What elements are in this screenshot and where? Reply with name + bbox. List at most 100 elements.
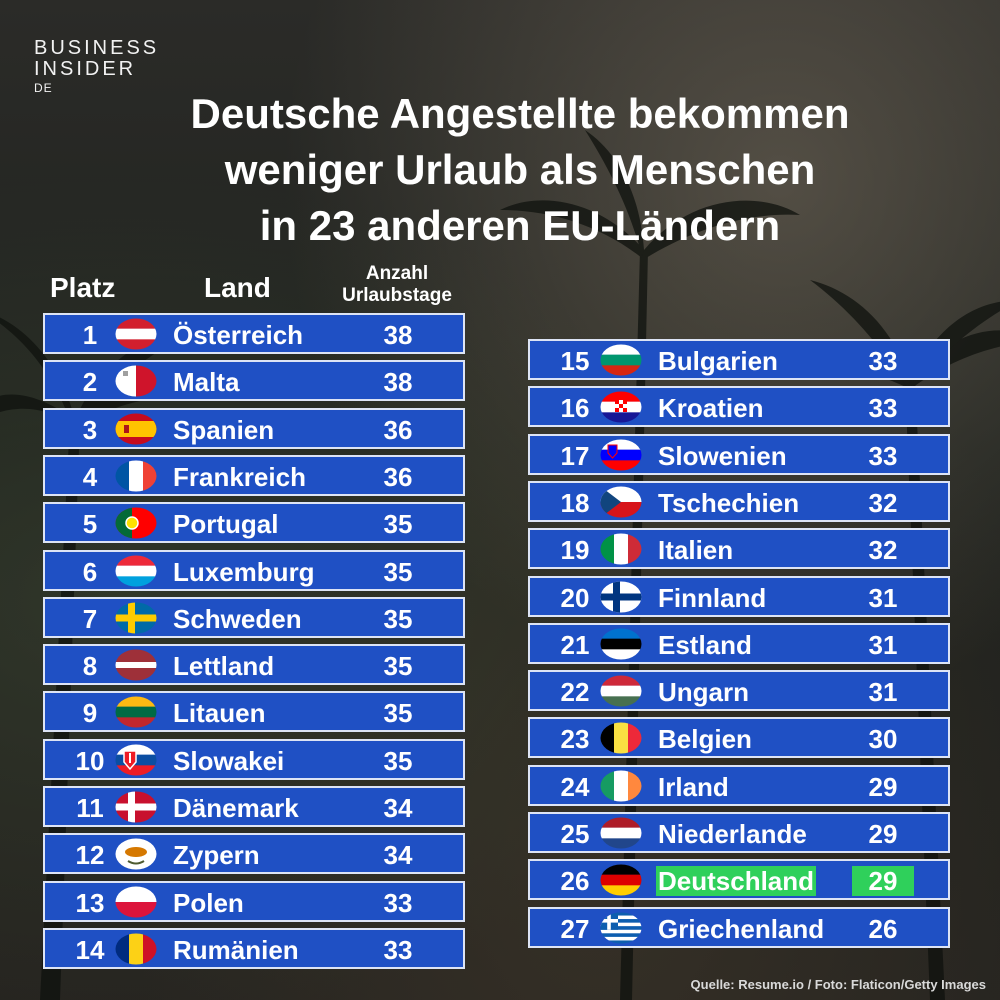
country-label: Zypern: [173, 840, 260, 870]
table-row: 2 Malta 38: [43, 360, 465, 401]
vacation-days-value: 36: [383, 462, 413, 492]
hungary-flag-icon: [600, 675, 642, 707]
czechia-flag-icon: [600, 486, 642, 518]
table-row: 4 Frankreich 36: [43, 455, 465, 496]
country-label: Deutschland: [656, 866, 817, 896]
vacation-days-value: 31: [868, 677, 898, 707]
table-row: 9 Litauen 35: [43, 691, 465, 732]
table-row: 13 Polen 33: [43, 881, 465, 922]
latvia-flag-icon: [115, 649, 157, 681]
portugal-flag-icon: [115, 507, 157, 539]
table-row: 18 Tschechien 32: [528, 481, 950, 522]
country-label: Niederlande: [658, 819, 807, 849]
vacation-days-value: 35: [383, 509, 413, 539]
vacation-days-value: 36: [383, 415, 413, 445]
rank-label: 6: [82, 557, 98, 587]
table-row: 25 Niederlande 29: [528, 812, 950, 853]
vacation-days-value: 32: [868, 488, 898, 518]
vacation-days-value: 29: [868, 819, 898, 849]
austria-flag-icon: [115, 318, 157, 350]
finland-flag-icon: [600, 581, 642, 613]
vacation-days-value: 30: [868, 724, 898, 754]
rank-label: 25: [560, 819, 590, 849]
table-row: 26 Deutschland 29: [528, 859, 950, 900]
rank-label: 8: [82, 651, 98, 681]
vacation-days-value: 33: [383, 888, 413, 918]
logo-line-1: BUSINESS: [34, 37, 160, 59]
country-label: Litauen: [173, 698, 266, 728]
country-label: Slowakei: [173, 746, 285, 776]
column-header-days-line-1: Anzahl: [365, 263, 429, 284]
country-label: Slowenien: [658, 441, 787, 471]
rank-label: 20: [560, 583, 590, 613]
malta-flag-icon: [115, 365, 157, 397]
vacation-days-value: 33: [383, 935, 413, 965]
country-label: Ungarn: [658, 677, 749, 707]
table-row: 17 Slowenien 33: [528, 434, 950, 475]
source-credit: Quelle: Resume.io / Foto: Flaticon/Getty…: [690, 977, 986, 992]
vacation-days-value: 33: [868, 393, 898, 423]
country-label: Kroatien: [658, 393, 764, 423]
vacation-days-value: 33: [868, 346, 898, 376]
rank-label: 12: [75, 840, 105, 870]
vacation-days-value: 33: [868, 441, 898, 471]
logo-line-2: INSIDER: [34, 58, 137, 80]
rank-label: 19: [560, 535, 590, 565]
vacation-days-value: 34: [383, 840, 413, 870]
france-flag-icon: [115, 460, 157, 492]
country-label: Bulgarien: [658, 346, 778, 376]
rank-label: 23: [560, 724, 590, 754]
rank-label: 11: [76, 793, 104, 823]
country-label: Belgien: [658, 724, 752, 754]
table-row: 20 Finnland 31: [528, 576, 950, 617]
bulgaria-flag-icon: [600, 344, 642, 376]
country-label: Estland: [658, 630, 752, 660]
table-row: 24 Irland 29: [528, 765, 950, 806]
vacation-days-value: 35: [383, 698, 413, 728]
denmark-flag-icon: [115, 791, 157, 823]
rank-label: 10: [75, 746, 105, 776]
table-row: 11 Dänemark 34: [43, 786, 465, 827]
rank-label: 3: [82, 415, 98, 445]
vacation-days-value: 29: [852, 866, 914, 896]
croatia-flag-icon: [600, 391, 642, 423]
greece-flag-icon: [600, 912, 642, 944]
sweden-flag-icon: [115, 602, 157, 634]
rank-label: 17: [560, 441, 590, 471]
vacation-days-value: 32: [868, 535, 898, 565]
country-label: Finnland: [658, 583, 767, 613]
rank-label: 5: [82, 509, 98, 539]
vacation-days-value: 38: [383, 367, 413, 397]
rank-label: 15: [560, 346, 590, 376]
vacation-days-value: 31: [868, 583, 898, 613]
ireland-flag-icon: [600, 770, 642, 802]
rank-label: 7: [82, 604, 98, 634]
poland-flag-icon: [115, 886, 157, 918]
slovakia-flag-icon: [115, 744, 157, 776]
table-row: 23 Belgien 30: [528, 717, 950, 758]
table-row: 19 Italien 32: [528, 528, 950, 569]
lithuania-flag-icon: [115, 696, 157, 728]
table-row: 21 Estland 31: [528, 623, 950, 664]
column-header-rank: Platz: [50, 272, 116, 303]
title-line-2: weniger Urlaub als Menschen: [224, 146, 816, 193]
country-label: Frankreich: [173, 462, 306, 492]
vacation-days-value: 34: [383, 793, 413, 823]
table-row: 10 Slowakei 35: [43, 739, 465, 780]
business-insider-logo: BUSINESS INSIDER DE: [34, 37, 174, 96]
slovenia-flag-icon: [600, 439, 642, 471]
rank-label: 22: [560, 677, 590, 707]
column-header-days-line-2: Urlaubstage: [342, 285, 452, 306]
title-line-3: in 23 anderen EU-Ländern: [259, 202, 781, 249]
table-row: 8 Lettland 35: [43, 644, 465, 685]
country-label: Österreich: [173, 320, 304, 350]
table-row: 7 Schweden 35: [43, 597, 465, 638]
estonia-flag-icon: [600, 628, 642, 660]
rank-label: 9: [82, 698, 98, 728]
column-header-days: Anzahl Urlaubstage: [322, 263, 472, 307]
vacation-days-value: 31: [868, 630, 898, 660]
rank-label: 4: [82, 462, 98, 492]
country-label: Dänemark: [173, 793, 299, 823]
country-label: Italien: [658, 535, 734, 565]
table-row: 12 Zypern 34: [43, 833, 465, 874]
